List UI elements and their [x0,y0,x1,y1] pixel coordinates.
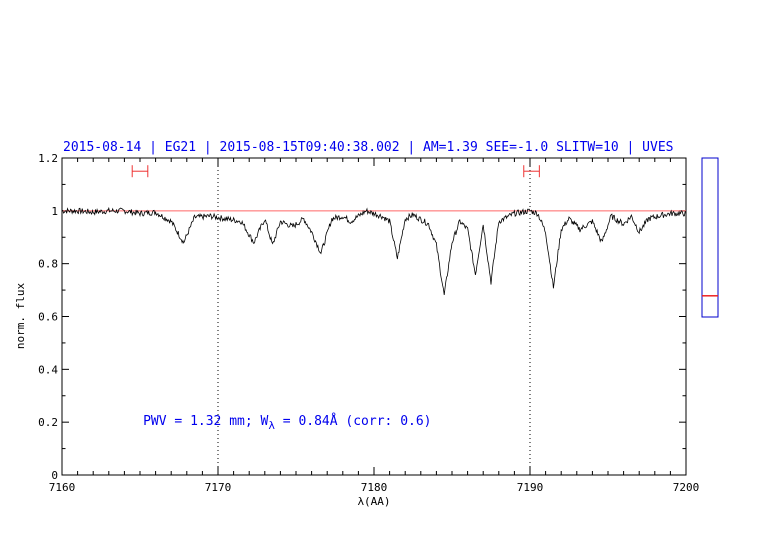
y-tick-label: 1.2 [38,152,58,165]
annotation-prefix: PWV = 1.32 mm; W [143,414,268,429]
spectrum-series-line [61,206,686,295]
x-axis-label: λ(AA) [357,495,390,508]
interval-bracket [523,165,540,178]
interval-bracket [131,165,149,178]
y-axis-label: norm. flux [14,283,27,350]
x-tick-label: 7160 [49,481,76,494]
x-tick-label: 7200 [673,481,700,494]
x-tick-label: 7190 [517,481,544,494]
x-tick-label: 7180 [361,481,388,494]
annotation-suffix: = 0.84Å (corr: 0.6) [275,413,432,429]
y-axis-ticks: 0 0.2 0.4 0.6 0.8 1 1.2 [38,152,686,482]
x-axis-ticks: 7160 7170 7180 7190 7200 [49,158,700,494]
y-tick-label: 0.8 [38,258,58,271]
y-tick-label: 1 [51,205,58,218]
y-tick-label: 0.4 [38,363,58,376]
y-tick-label: 0.6 [38,311,58,324]
side-indicator-box [701,157,719,318]
annotation-subscript: λ [268,419,275,432]
y-tick-label: 0.2 [38,416,58,429]
y-tick-label: 0 [51,469,58,482]
wavelength-intervals [131,165,540,178]
x-tick-label: 7170 [205,481,232,494]
chart-title: 2015-08-14 | EG21 | 2015-08-15T09:40:38.… [63,140,673,155]
pwv-annotation: PWV = 1.32 mm; Wλ = 0.84Å (corr: 0.6) [143,413,431,432]
